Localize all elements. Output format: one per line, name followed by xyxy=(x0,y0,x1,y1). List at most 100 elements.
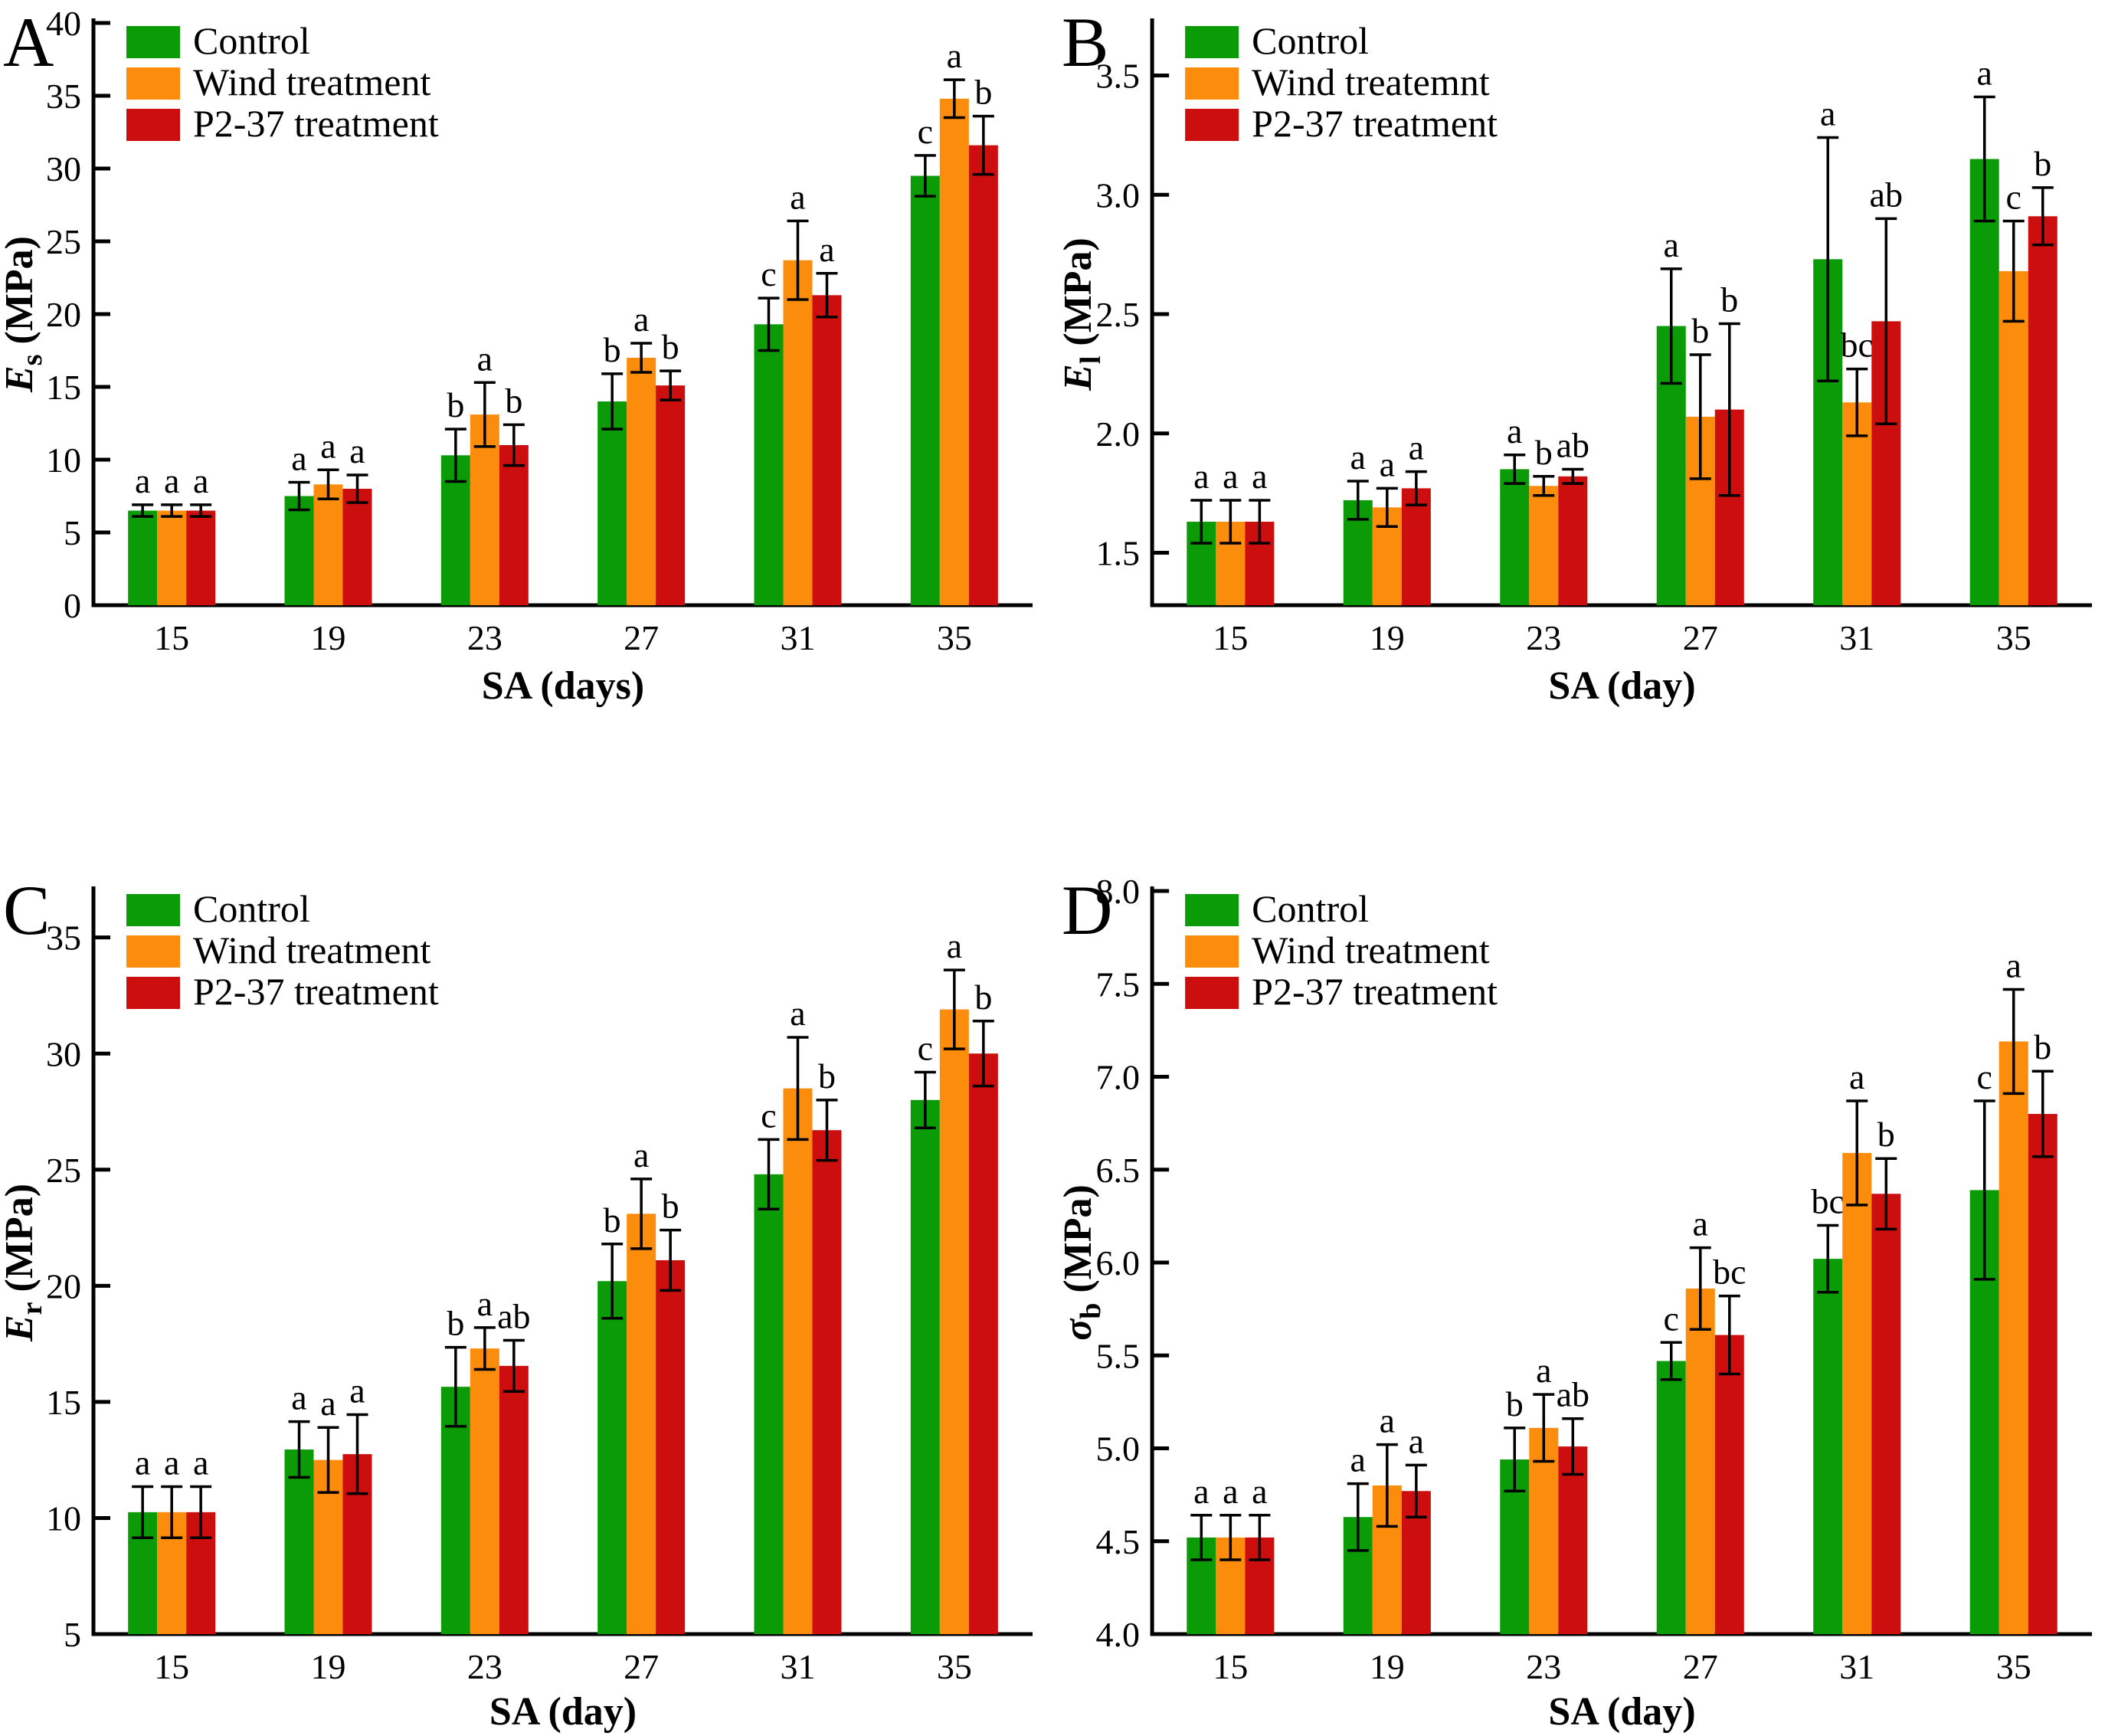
y-tick-label: 4.5 xyxy=(1096,1522,1141,1561)
significance-letter: a xyxy=(1252,1472,1267,1511)
significance-letter: bc xyxy=(1812,1182,1845,1221)
bar-p2-37-treatment-35 xyxy=(2028,216,2057,605)
significance-letter: b xyxy=(1506,1384,1524,1423)
y-tick-label: 2.0 xyxy=(1096,414,1141,454)
significance-letter: a xyxy=(633,300,649,339)
y-tick-label: 25 xyxy=(46,222,81,261)
x-tick-label: 31 xyxy=(781,1647,816,1686)
significance-letter: c xyxy=(918,1028,933,1067)
y-tick-label: 5 xyxy=(64,513,81,552)
y-tick-label: 15 xyxy=(46,368,81,407)
x-tick-label: 35 xyxy=(1996,1647,2031,1686)
bar-control-35 xyxy=(910,1099,940,1634)
significance-letter: b xyxy=(974,978,992,1017)
significance-letter: b xyxy=(447,1304,464,1343)
significance-letter: a xyxy=(633,1135,649,1174)
significance-letter: c xyxy=(761,1096,776,1135)
bar-p2-37-treatment-27 xyxy=(1714,1335,1744,1634)
bar-wind-treatment-35 xyxy=(939,98,969,606)
significance-letter: a xyxy=(291,438,306,477)
x-tick-label: 23 xyxy=(1526,618,1561,657)
bar-p2-37-treatment-27 xyxy=(656,1259,686,1634)
bar-wind-treatment-27 xyxy=(1685,1288,1715,1634)
y-tick-label: 6.5 xyxy=(1096,1151,1141,1190)
significance-letter: b xyxy=(1720,280,1738,319)
y-tick-label: 20 xyxy=(46,295,81,334)
x-axis-title: SA (day) xyxy=(1548,1690,1695,1734)
bar-p2-37-treatment-35 xyxy=(968,145,998,606)
panel-A: A 0 5 10 15 20 25 30 35 40 15 19 23 27 31 35 a a b b c c a a a a a… xyxy=(0,0,1059,868)
x-tick-label: 19 xyxy=(1370,618,1405,657)
significance-letter: a xyxy=(291,1378,306,1417)
legend-swatch-control xyxy=(1185,894,1239,926)
y-tick-label: 40 xyxy=(46,4,81,43)
x-tick-label: 35 xyxy=(1996,618,2031,657)
x-tick-label: 35 xyxy=(937,1647,972,1686)
y-tick-label: 35 xyxy=(46,77,81,116)
bar-p2-37-treatment-35 xyxy=(2028,1114,2057,1634)
y-axis-title: El (MPa) xyxy=(1059,237,1107,391)
significance-letter: b xyxy=(1535,433,1553,472)
bar-control-23 xyxy=(1500,469,1530,605)
legend-label: P2-37 treatment xyxy=(193,970,439,1013)
bar-control-31 xyxy=(754,1174,784,1634)
x-tick-label: 27 xyxy=(624,1647,659,1686)
significance-letter: a xyxy=(349,1371,365,1410)
significance-letter: a xyxy=(790,177,805,216)
bar-wind-treatment-27 xyxy=(627,358,656,605)
significance-letter: b xyxy=(604,1200,621,1240)
significance-letter: b xyxy=(1691,311,1709,350)
significance-letter: a xyxy=(164,461,179,500)
bar-p2-37-treatment-23 xyxy=(1558,1446,1588,1634)
significance-letter: c xyxy=(761,254,776,293)
legend-swatch-p2-37-treatment xyxy=(126,977,180,1009)
bar-p2-37-treatment-31 xyxy=(1871,1194,1901,1634)
y-tick-label: 30 xyxy=(46,1034,81,1073)
y-axis-title: Es (MPa) xyxy=(0,236,48,393)
bar-wind-treatment-15 xyxy=(157,510,187,605)
x-tick-label: 15 xyxy=(154,618,189,657)
bar-p2-37-treatment-35 xyxy=(968,1053,998,1634)
y-tick-label: 7.0 xyxy=(1096,1058,1141,1097)
significance-letter: ab xyxy=(1557,1375,1589,1414)
significance-letter: a xyxy=(1193,1472,1209,1511)
x-axis-title: SA (day) xyxy=(1548,664,1695,708)
significance-letter: ab xyxy=(497,1297,530,1336)
significance-letter: a xyxy=(1664,225,1679,264)
legend-label: Wind treatment xyxy=(193,61,430,103)
y-tick-label: 6.0 xyxy=(1096,1243,1141,1282)
bar-wind-treatemnt-23 xyxy=(1529,486,1559,605)
y-tick-label: 5.0 xyxy=(1096,1430,1141,1469)
significance-letter: a xyxy=(2006,946,2021,985)
panel-letter-A: A xyxy=(3,3,54,81)
y-tick-label: 7.5 xyxy=(1096,965,1141,1004)
significance-letter: a xyxy=(320,426,336,465)
significance-letter: a xyxy=(1409,1421,1424,1460)
bar-wind-treatment-35 xyxy=(1999,1041,2028,1634)
legend-label: P2-37 treatment xyxy=(193,102,439,145)
legend-swatch-p2-37-treatment xyxy=(1185,109,1239,141)
bar-wind-treatment-19 xyxy=(313,484,343,605)
x-tick-label: 19 xyxy=(1370,1647,1405,1686)
x-tick-label: 35 xyxy=(937,618,972,657)
x-tick-label: 19 xyxy=(311,1647,346,1686)
legend-label: P2-37 treatment xyxy=(1252,970,1498,1013)
bar-control-31 xyxy=(754,324,784,605)
significance-letter: a xyxy=(1693,1204,1708,1243)
bar-p2-37-treatment-23 xyxy=(1558,476,1588,605)
significance-letter: a xyxy=(1223,1472,1238,1511)
panel-letter-B: B xyxy=(1062,3,1108,81)
significance-letter: b xyxy=(662,327,679,366)
significance-letter: a xyxy=(1223,457,1238,496)
legend-swatch-control xyxy=(126,894,180,926)
significance-letter: a xyxy=(477,1284,493,1323)
panel-C: C 5 10 15 20 25 30 35 15 19 23 27 31 35 a a b b c c a a a a a a a a… xyxy=(0,868,1059,1736)
legend-label: P2-37 treatment xyxy=(1252,102,1498,145)
legend-swatch-wind-treatment xyxy=(126,67,180,100)
x-tick-label: 27 xyxy=(624,618,659,657)
legend-label: Control xyxy=(193,19,310,62)
significance-letter: b xyxy=(818,1056,836,1096)
legend-label: Control xyxy=(1252,887,1369,930)
y-tick-label: 5.5 xyxy=(1096,1336,1141,1375)
panel-D-chart: D 4.0 4.5 5.0 5.5 6.0 6.5 7.0 7.5 8.0 15 19 23 27 31 35… xyxy=(1059,871,2092,1734)
